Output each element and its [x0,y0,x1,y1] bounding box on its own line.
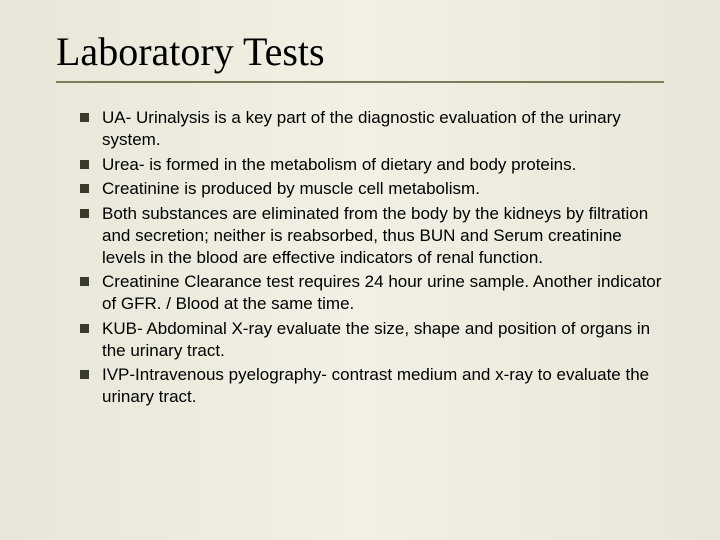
list-item: Creatinine Clearance test requires 24 ho… [80,271,664,315]
list-item: KUB- Abdominal X-ray evaluate the size, … [80,318,664,362]
list-item: Urea- is formed in the metabolism of die… [80,154,664,176]
list-item: IVP-Intravenous pyelography- contrast me… [80,364,664,408]
list-item: Both substances are eliminated from the … [80,203,664,268]
slide-title: Laboratory Tests [56,28,664,75]
title-underline [56,81,664,83]
list-item: UA- Urinalysis is a key part of the diag… [80,107,664,151]
bullet-list: UA- Urinalysis is a key part of the diag… [56,107,664,408]
list-item: Creatinine is produced by muscle cell me… [80,178,664,200]
slide-container: Laboratory Tests UA- Urinalysis is a key… [0,0,720,540]
